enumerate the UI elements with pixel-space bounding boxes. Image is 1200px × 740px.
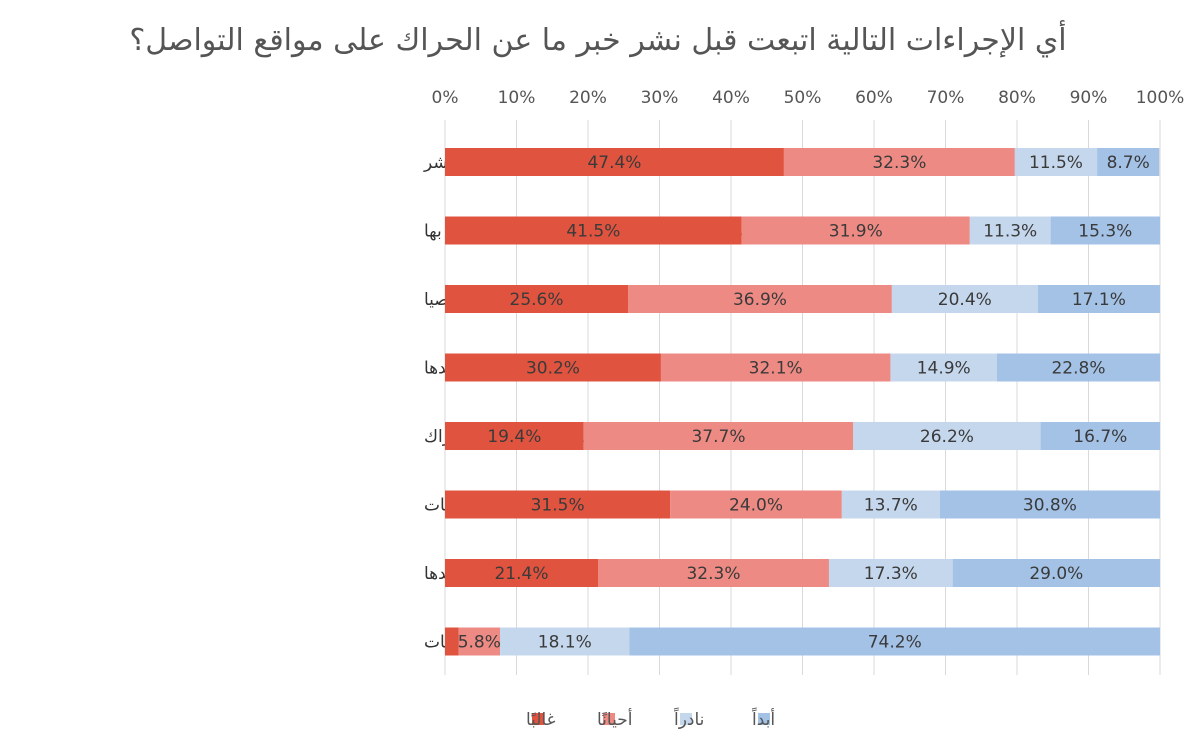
data-label: 26.2% [920,427,974,447]
data-label: 41.5% [566,222,620,242]
legend-label: أحيانًا [597,708,632,730]
legend-label: نادراً [673,706,704,730]
data-label: 24.0% [729,496,783,516]
bar-segment [1050,216,1160,245]
data-label: 47.4% [587,153,641,173]
data-label: 30.2% [526,359,580,379]
data-label: 22.8% [1051,359,1105,379]
data-label: 31.5% [531,496,585,516]
data-label: 30.8% [1023,496,1077,516]
x-tick-label: 100% [1136,88,1185,108]
x-tick-label: 20% [569,88,607,108]
bar-segment [445,627,459,656]
data-label: 18.1% [538,633,592,653]
data-label: 37.7% [691,427,745,447]
data-label: 31.9% [829,222,883,242]
bar-segment [890,353,997,382]
bar-segment [445,559,599,587]
bar-segment [996,353,1160,382]
bar-segment [598,559,829,587]
legend-swatch [758,713,770,725]
bar-segment [629,627,1160,656]
data-label: 17.1% [1072,290,1126,310]
chart-title: أي الإجراءات التالية اتبعت قبل نشر خبر م… [129,19,1066,58]
bar-segment [741,216,970,245]
bar-segment [783,148,1015,176]
bar-segment [445,490,671,519]
gridlines [444,120,1161,675]
bars [445,148,1160,656]
x-tick-label: 40% [712,88,750,108]
x-tick-label: 10% [498,88,536,108]
x-tick-label: 0% [432,88,459,108]
bar-segment [1037,285,1160,313]
bar-segment [445,216,742,245]
x-tick-label: 60% [855,88,893,108]
bar-segment [583,422,854,450]
bar-segment [828,559,953,587]
bar-segment [445,285,629,313]
bar-segment [458,627,501,656]
data-label: 8.7% [1107,153,1150,173]
bar-segment [952,559,1160,587]
x-tick-label: 70% [927,88,965,108]
bar-segment [841,490,940,519]
bar-segment [445,148,784,176]
x-axis-ticks: 0% 10% 20% 30% 40% 50% 60% 70% 80% 90% 100% [432,88,1185,108]
bar-segment [500,627,630,656]
legend-label: غالبًا [526,710,556,730]
data-label: 5.8% [458,633,501,653]
data-label: 25.6% [510,290,564,310]
legend-label: أبداً [751,706,775,730]
bar-segment [660,353,891,382]
bar-segment [1040,422,1160,450]
bar-segment [1097,148,1160,176]
data-label: 17.3% [864,564,918,584]
x-tick-label: 80% [998,88,1036,108]
legend-swatch [680,713,692,725]
bar-segment [628,285,892,313]
data-label: 74.2% [868,633,922,653]
data-label: 11.3% [983,222,1037,242]
data-label: 16.7% [1073,427,1127,447]
data-label: 13.7% [864,496,918,516]
legend-swatch [603,713,615,725]
data-labels: 47.4% 32.3% 11.5% 8.7% 41.5% 31.9% 11.3% 15.3% 2… [458,153,1150,653]
legend: غالبًا أحيانًا نادراً أبداً [526,706,775,730]
data-label: 20.4% [938,290,992,310]
bar-segment [891,285,1038,313]
x-tick-label: 30% [641,88,679,108]
bar-segment [969,216,1051,245]
bar-segment [445,353,661,382]
data-label: 11.5% [1029,153,1083,173]
x-tick-label: 50% [784,88,822,108]
data-label: 21.4% [494,564,548,584]
legend-swatch [532,713,544,725]
bar-segment [853,422,1041,450]
data-label: 19.4% [487,427,541,447]
bar-segment [939,490,1160,519]
data-label: 32.3% [872,153,926,173]
data-label: 15.3% [1078,222,1132,242]
data-label: 32.3% [686,564,740,584]
data-label: 36.9% [733,290,787,310]
x-tick-label: 90% [1070,88,1108,108]
data-label: 29.0% [1029,564,1083,584]
bar-segment [670,490,842,519]
bar-segment [445,422,584,450]
data-label: 14.9% [917,359,971,379]
bar-segment [1014,148,1098,176]
data-label: 32.1% [749,359,803,379]
